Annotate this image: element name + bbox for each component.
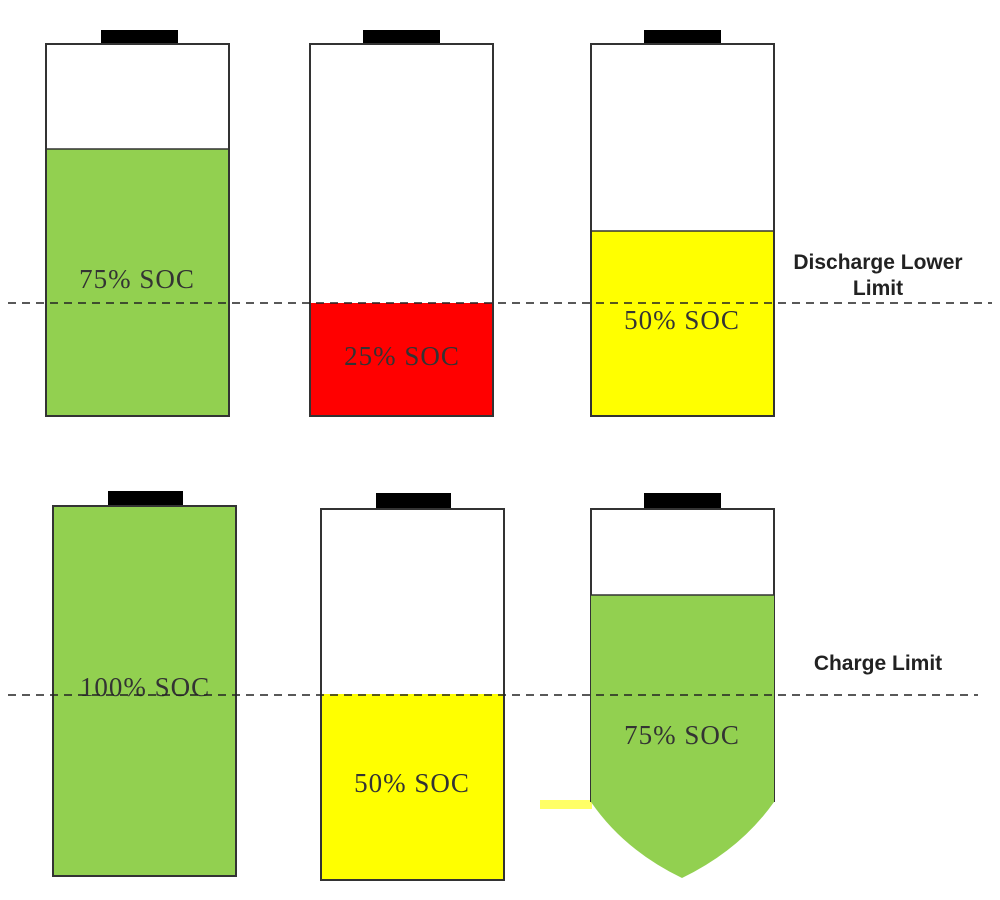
battery-fill <box>54 507 235 875</box>
battery-fill <box>322 694 503 879</box>
charge-limit-label: Charge Limit <box>813 652 943 675</box>
soc-label: 75% SOC <box>624 720 740 750</box>
fill-remnant <box>540 800 592 809</box>
battery: 50% SOC <box>320 493 505 881</box>
battery-fill <box>311 303 492 415</box>
soc-label: 100% SOC <box>80 672 210 702</box>
battery-cap <box>644 493 721 509</box>
battery-fill <box>591 595 774 878</box>
battery-cap <box>108 491 183 506</box>
battery-cap <box>376 493 451 509</box>
discharge-limit-label: Discharge Lower Limit <box>793 251 963 300</box>
soc-label: 75% SOC <box>79 264 195 294</box>
battery: 75% SOC <box>45 30 230 417</box>
battery: 100% SOC <box>52 491 237 877</box>
soc-label: 50% SOC <box>624 305 740 335</box>
battery-fill <box>592 231 773 415</box>
battery-fill <box>47 149 228 415</box>
soc-label: 25% SOC <box>344 341 460 371</box>
battery: 50% SOC <box>590 30 775 417</box>
battery: 75% SOC <box>540 493 775 878</box>
battery-cap <box>363 30 440 44</box>
battery-cap <box>644 30 721 44</box>
battery-cap <box>101 30 178 44</box>
soc-label: 50% SOC <box>354 768 470 798</box>
battery: 25% SOC <box>309 30 494 417</box>
